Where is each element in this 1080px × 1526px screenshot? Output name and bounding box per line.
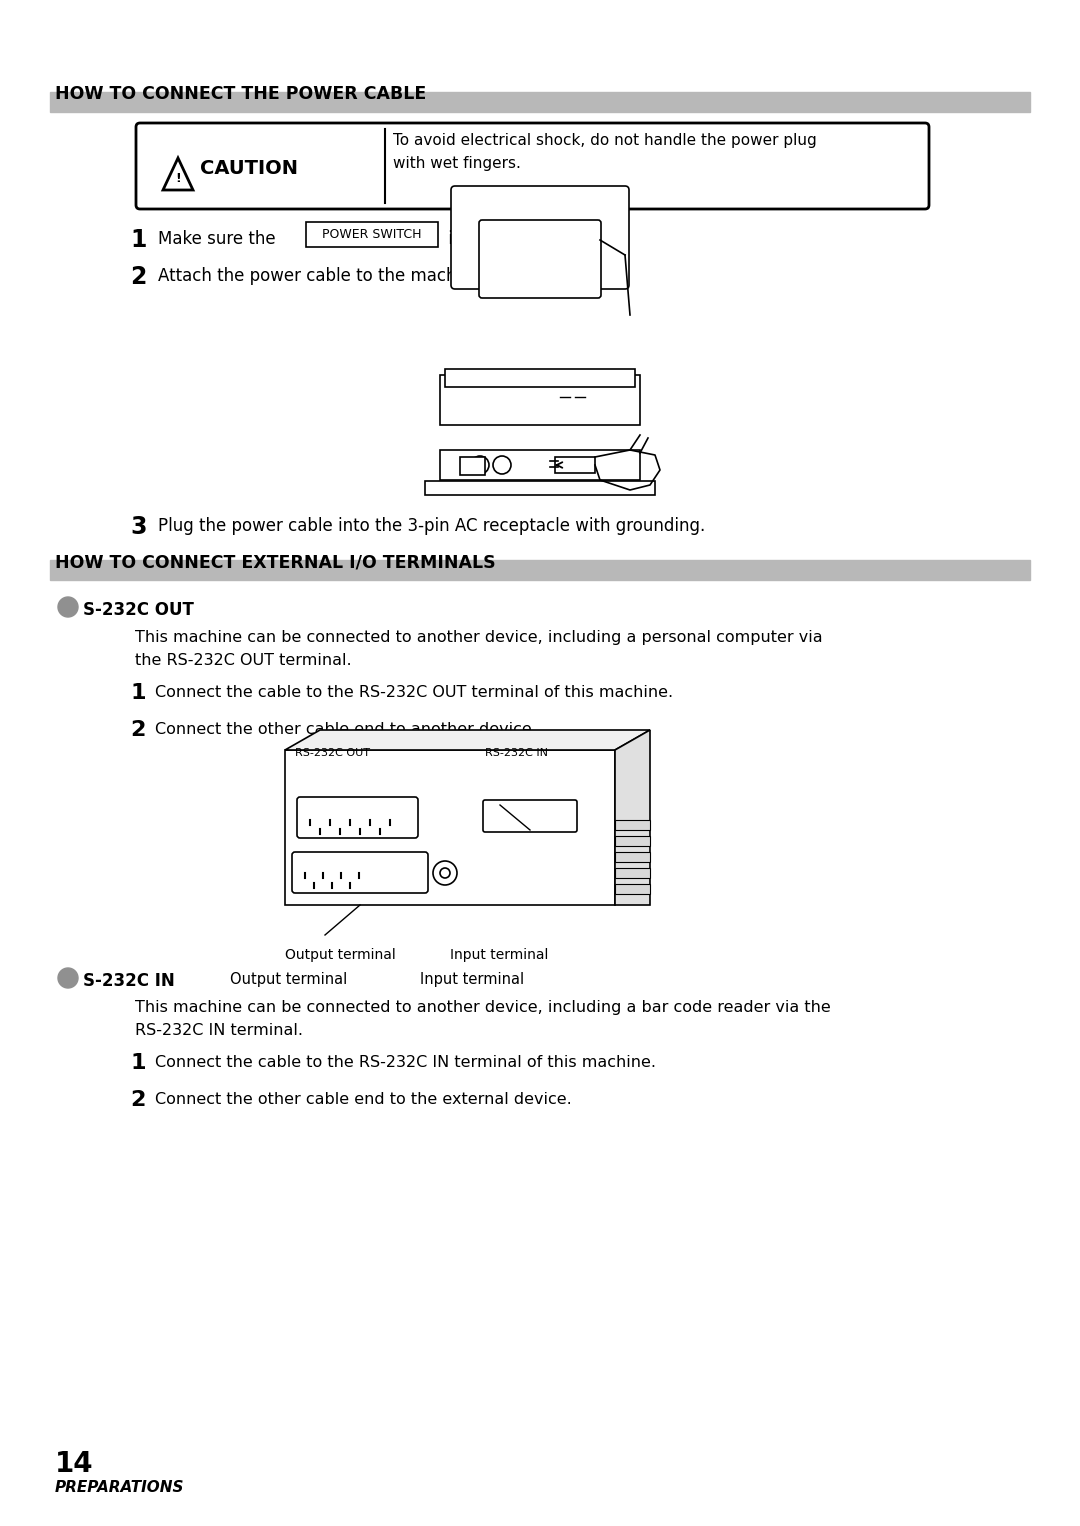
Text: 1: 1 — [130, 227, 147, 252]
Text: This machine can be connected to another device, including a personal computer v: This machine can be connected to another… — [135, 630, 823, 668]
FancyBboxPatch shape — [136, 124, 929, 209]
Bar — [615, 819, 650, 830]
Bar — [50, 560, 1030, 580]
Text: Connect the cable to the RS-232C OUT terminal of this machine.: Connect the cable to the RS-232C OUT ter… — [156, 685, 673, 700]
Text: 1: 1 — [130, 1053, 146, 1073]
Polygon shape — [163, 159, 193, 191]
Text: 14: 14 — [55, 1450, 94, 1479]
Bar — [50, 92, 1030, 111]
Text: 2: 2 — [130, 266, 147, 288]
Text: Input terminal: Input terminal — [450, 948, 549, 961]
Circle shape — [433, 861, 457, 885]
Text: 3: 3 — [130, 514, 147, 539]
Text: CAUTION: CAUTION — [200, 159, 298, 177]
Text: Make sure the: Make sure the — [158, 230, 281, 249]
Circle shape — [440, 868, 450, 877]
Text: S-232C IN: S-232C IN — [83, 972, 175, 990]
FancyBboxPatch shape — [306, 221, 438, 247]
Bar — [615, 868, 650, 877]
FancyBboxPatch shape — [480, 220, 600, 298]
Polygon shape — [615, 729, 650, 905]
Circle shape — [58, 967, 78, 987]
Bar — [285, 749, 615, 905]
Bar — [460, 456, 485, 475]
Text: RS-232C IN: RS-232C IN — [485, 748, 548, 758]
Polygon shape — [285, 729, 650, 749]
Text: HOW TO CONNECT EXTERNAL I/O TERMINALS: HOW TO CONNECT EXTERNAL I/O TERMINALS — [55, 552, 496, 571]
Text: Attach the power cable to the machine body.: Attach the power cable to the machine bo… — [158, 267, 531, 285]
Text: Connect the cable to the RS-232C IN terminal of this machine.: Connect the cable to the RS-232C IN term… — [156, 1054, 656, 1070]
Text: Output terminal: Output terminal — [285, 948, 395, 961]
Text: !: ! — [175, 171, 180, 185]
Bar — [440, 375, 640, 426]
Text: This machine can be connected to another device, including a bar code reader via: This machine can be connected to another… — [135, 1000, 831, 1038]
Text: is OFF.: is OFF. — [443, 230, 501, 249]
Text: POWER SWITCH: POWER SWITCH — [322, 227, 422, 241]
Bar — [615, 836, 650, 845]
Text: 2: 2 — [130, 720, 146, 740]
Text: Plug the power cable into the 3-pin AC receptacle with grounding.: Plug the power cable into the 3-pin AC r… — [158, 517, 705, 536]
Text: 2: 2 — [130, 1090, 146, 1109]
FancyBboxPatch shape — [292, 852, 428, 893]
Bar — [555, 456, 595, 473]
Text: HOW TO CONNECT THE POWER CABLE: HOW TO CONNECT THE POWER CABLE — [55, 85, 427, 102]
FancyBboxPatch shape — [297, 797, 418, 838]
Text: S-232C OUT: S-232C OUT — [83, 601, 194, 620]
Bar — [445, 369, 635, 388]
Text: Input terminal: Input terminal — [420, 972, 524, 987]
Text: Connect the other cable end to another device.: Connect the other cable end to another d… — [156, 722, 537, 737]
Bar — [615, 884, 650, 894]
Bar — [440, 450, 640, 481]
Text: Connect the other cable end to the external device.: Connect the other cable end to the exter… — [156, 1093, 571, 1106]
FancyBboxPatch shape — [483, 800, 577, 832]
Circle shape — [471, 456, 489, 475]
Text: 1: 1 — [130, 684, 146, 703]
Text: RS-232C OUT: RS-232C OUT — [295, 748, 370, 758]
Text: Output terminal: Output terminal — [230, 972, 348, 987]
Bar — [615, 852, 650, 862]
Circle shape — [492, 456, 511, 475]
Text: To avoid electrical shock, do not handle the power plug
with wet fingers.: To avoid electrical shock, do not handle… — [393, 133, 816, 171]
Text: PREPARATIONS: PREPARATIONS — [55, 1480, 185, 1495]
Circle shape — [58, 597, 78, 617]
FancyBboxPatch shape — [451, 186, 629, 288]
Bar — [426, 481, 654, 494]
